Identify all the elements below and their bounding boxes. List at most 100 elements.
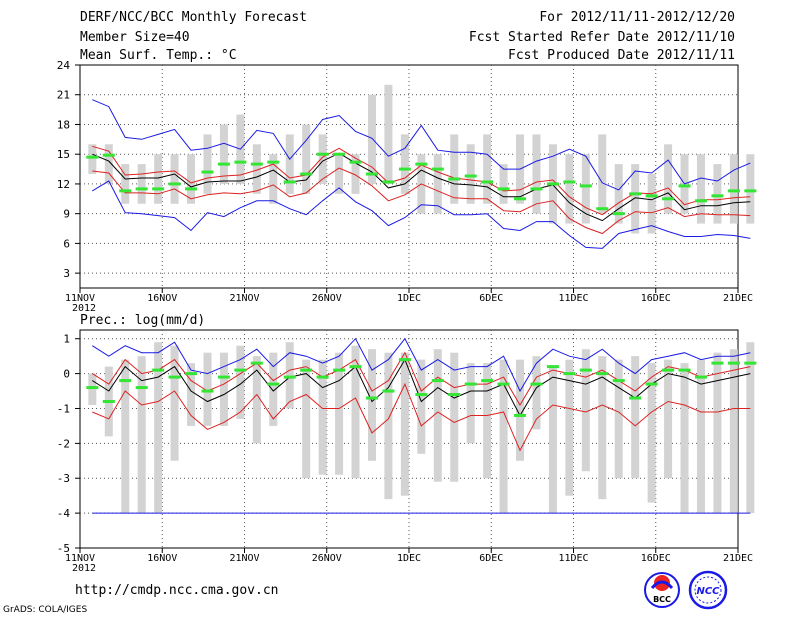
green-marker xyxy=(481,379,493,382)
green-marker xyxy=(119,379,131,382)
green-marker xyxy=(234,369,246,372)
green-marker xyxy=(613,379,625,382)
green-marker xyxy=(662,369,674,372)
y-tick-label: 3 xyxy=(63,267,70,280)
spread-box xyxy=(549,367,557,513)
spread-box xyxy=(500,164,508,204)
green-marker xyxy=(366,397,378,400)
spread-box xyxy=(187,154,195,204)
green-marker xyxy=(415,163,427,166)
x-tick-label: 26NOV xyxy=(312,293,342,304)
y-tick-label: 15 xyxy=(57,148,70,161)
green-marker xyxy=(563,372,575,375)
x-tick-label: 1DEC xyxy=(397,293,421,304)
green-marker xyxy=(465,383,477,386)
forecast-charts: 369121518212411NOV 16NOV 21NOV 26NOV 1DEC 6DE… xyxy=(0,0,800,618)
green-marker xyxy=(284,376,296,379)
green-marker xyxy=(695,376,707,379)
spread-box xyxy=(664,360,672,479)
green-marker xyxy=(251,362,263,365)
spread-box xyxy=(88,374,96,405)
source-url[interactable]: http://cmdp.ncc.cma.gov.cn xyxy=(75,583,279,598)
green-marker xyxy=(711,194,723,197)
x-tick-label: 11DEC xyxy=(558,553,588,564)
green-marker xyxy=(596,207,608,210)
green-marker xyxy=(646,383,658,386)
green-marker xyxy=(234,161,246,164)
spread-box xyxy=(615,360,623,479)
green-marker xyxy=(103,154,115,157)
green-marker xyxy=(317,376,329,379)
y-tick-label: 6 xyxy=(63,237,70,250)
y-tick-label: 1 xyxy=(63,333,70,346)
y-tick-label: 18 xyxy=(57,118,70,131)
spread-box xyxy=(483,134,491,203)
green-marker xyxy=(300,369,312,372)
temperature-panel: 369121518212411NOV 16NOV 21NOV 26NOV 1DEC 6DE… xyxy=(57,59,757,314)
spread-box xyxy=(467,144,475,203)
green-marker xyxy=(498,383,510,386)
spread-box xyxy=(401,353,409,496)
y-tick-label: 0 xyxy=(63,368,70,381)
green-marker xyxy=(547,182,559,185)
green-marker xyxy=(136,187,148,190)
green-marker xyxy=(711,362,723,365)
bcc-logo: BCC xyxy=(645,573,679,607)
x-tick-label: 21DEC xyxy=(723,553,753,564)
green-marker xyxy=(415,393,427,396)
green-marker xyxy=(218,376,230,379)
spread-box xyxy=(302,124,310,193)
ncc-logo-text: NCC xyxy=(696,586,720,597)
spread-box xyxy=(713,353,721,513)
bcc-logo-text: BCC xyxy=(653,595,671,604)
green-marker xyxy=(119,189,131,192)
x-tick-label: 16DEC xyxy=(641,553,671,564)
x-tick-label: 1DEC xyxy=(397,553,421,564)
spread-box xyxy=(746,342,754,513)
spread-box xyxy=(368,349,376,461)
green-marker xyxy=(744,362,756,365)
y-tick-label: -2 xyxy=(57,437,70,450)
green-marker xyxy=(267,383,279,386)
spread-box xyxy=(319,134,327,184)
x-tick-label: 16NOV xyxy=(147,553,177,564)
green-marker xyxy=(399,358,411,361)
green-marker xyxy=(218,163,230,166)
green-marker xyxy=(530,187,542,190)
spread-box xyxy=(598,134,606,213)
green-marker xyxy=(629,192,641,195)
spread-box xyxy=(631,356,639,478)
precipitation-panel: -5-4-3-2-10111NOV 16NOV 21NOV 26NOV 1DEC 6DEC… xyxy=(57,313,757,574)
green-marker xyxy=(695,199,707,202)
spread-box xyxy=(220,124,228,183)
plot-frame xyxy=(80,65,738,288)
grads-credit: GrADS: COLA/IGES xyxy=(3,605,87,615)
green-marker xyxy=(136,386,148,389)
spread-box xyxy=(532,134,540,213)
green-marker xyxy=(86,156,98,159)
green-marker xyxy=(350,365,362,368)
green-marker xyxy=(284,180,296,183)
spread-box xyxy=(253,356,261,443)
green-marker xyxy=(432,168,444,171)
spread-box xyxy=(302,360,310,479)
ncc-logo: NCC xyxy=(690,572,726,608)
spread-box xyxy=(171,154,179,204)
x-tick-label: 6DEC xyxy=(479,293,503,304)
green-marker xyxy=(333,369,345,372)
green-marker xyxy=(366,173,378,176)
green-marker xyxy=(382,180,394,183)
spread-box xyxy=(121,164,129,204)
green-marker xyxy=(169,182,181,185)
green-marker xyxy=(448,393,460,396)
spread-box xyxy=(121,360,129,513)
green-marker xyxy=(613,212,625,215)
green-marker xyxy=(744,189,756,192)
green-marker xyxy=(580,184,592,187)
spread-box xyxy=(138,164,146,204)
y-tick-label: 9 xyxy=(63,208,70,221)
green-marker xyxy=(662,197,674,200)
spread-box xyxy=(681,363,689,513)
green-marker xyxy=(201,390,213,393)
x-tick-label: 11DEC xyxy=(558,293,588,304)
